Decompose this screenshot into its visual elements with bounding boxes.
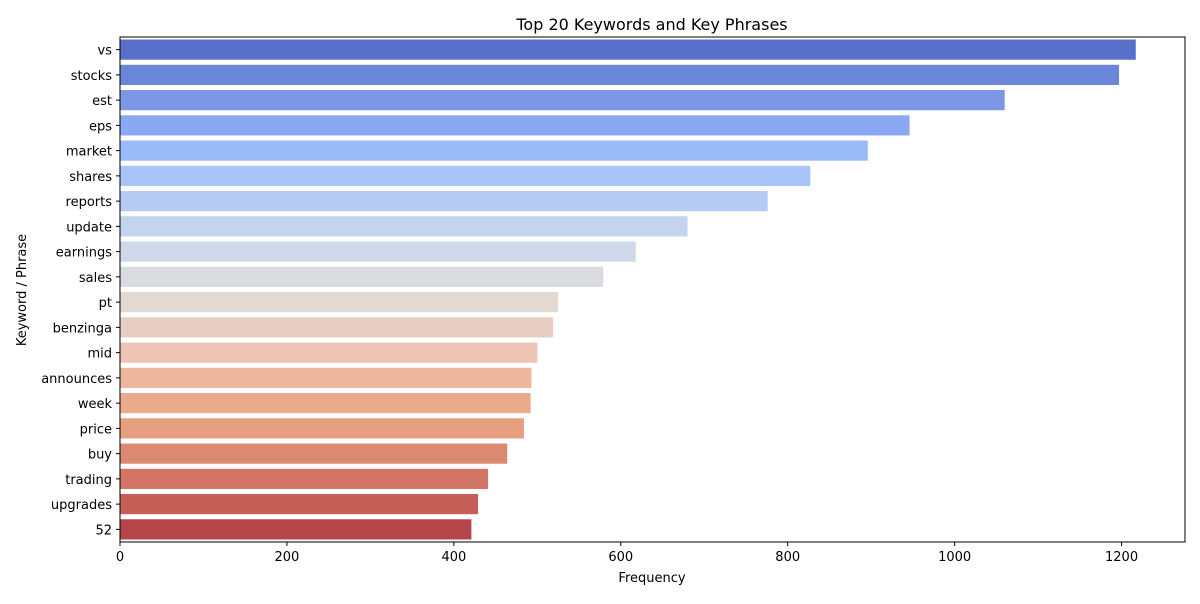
y-tick-label: price bbox=[80, 422, 112, 437]
bar-week bbox=[120, 393, 531, 414]
bars-layer bbox=[120, 39, 1136, 540]
y-tick-label: reports bbox=[66, 195, 113, 210]
x-tick-label: 200 bbox=[275, 550, 300, 565]
bar-market bbox=[120, 140, 868, 161]
y-tick-label: announces bbox=[41, 372, 112, 387]
bar-eps bbox=[120, 115, 910, 136]
x-tick-label: 1000 bbox=[938, 550, 971, 565]
y-tick-label: market bbox=[66, 145, 112, 160]
y-tick-label: earnings bbox=[56, 246, 112, 261]
y-tick-label: pt bbox=[99, 296, 112, 311]
chart-title: Top 20 Keywords and Key Phrases bbox=[515, 15, 787, 34]
bar-reports bbox=[120, 191, 768, 212]
bar-announces bbox=[120, 367, 532, 388]
y-tick-label: shares bbox=[69, 170, 112, 185]
x-tick-label: 1200 bbox=[1105, 550, 1138, 565]
bar-pt bbox=[120, 292, 559, 313]
x-tick-label: 600 bbox=[608, 550, 633, 565]
y-tick-label: trading bbox=[65, 473, 112, 488]
x-tick-label: 0 bbox=[116, 550, 124, 565]
bar-sales bbox=[120, 266, 604, 287]
y-tick-label: est bbox=[92, 94, 112, 109]
bar-upgrades bbox=[120, 494, 479, 515]
bar-update bbox=[120, 216, 688, 237]
y-tick-label: vs bbox=[98, 44, 113, 59]
y-tick-label: eps bbox=[89, 119, 112, 134]
bar-shares bbox=[120, 165, 811, 186]
x-axis-label: Frequency bbox=[618, 571, 685, 586]
y-tick-label: update bbox=[66, 220, 112, 235]
bar-price bbox=[120, 418, 524, 439]
bar-mid bbox=[120, 342, 538, 363]
bar-buy bbox=[120, 443, 508, 464]
x-tick-label: 800 bbox=[775, 550, 800, 565]
bar-52 bbox=[120, 519, 472, 540]
y-tick-label: buy bbox=[88, 448, 112, 463]
bar-benzinga bbox=[120, 317, 554, 338]
y-tick-label: upgrades bbox=[51, 498, 112, 513]
bar-earnings bbox=[120, 241, 636, 262]
axes-frame bbox=[119, 36, 1186, 543]
x-tick-label: 400 bbox=[441, 550, 466, 565]
y-tick-label: 52 bbox=[95, 523, 112, 538]
y-tick-label: week bbox=[78, 397, 113, 412]
y-axis-label: Keyword / Phrase bbox=[15, 234, 30, 346]
bar-vs bbox=[120, 39, 1136, 60]
y-tick-label: sales bbox=[79, 271, 112, 286]
bar-est bbox=[120, 90, 1005, 111]
y-tick-layer: vs stocks est eps market shares reports update e… bbox=[41, 44, 120, 538]
bar-trading bbox=[120, 468, 489, 489]
y-tick-label: stocks bbox=[71, 69, 112, 84]
plot-frame bbox=[119, 36, 1186, 543]
bar-stocks bbox=[120, 64, 1120, 85]
x-tick-layer: 0 200 400 600 800 1000 1200 bbox=[116, 542, 1138, 565]
y-tick-label: mid bbox=[87, 347, 112, 362]
y-tick-label: benzinga bbox=[53, 321, 112, 336]
